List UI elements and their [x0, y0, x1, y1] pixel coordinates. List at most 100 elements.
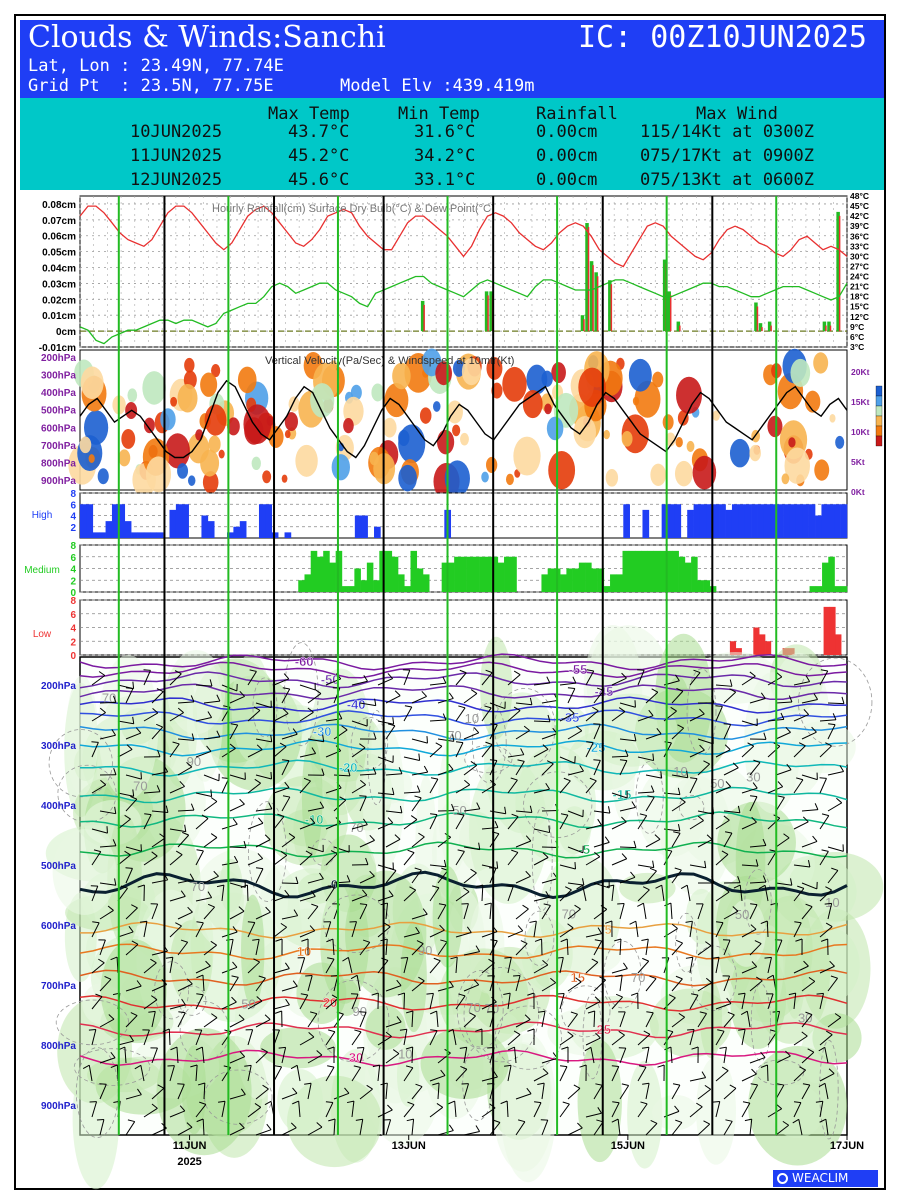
rh-contour [248, 801, 287, 902]
wind-barb [143, 707, 159, 722]
wind-barb-flag [279, 742, 287, 748]
cloud-bar [86, 504, 94, 538]
wind-barb-flag [576, 884, 583, 890]
wind-barb [793, 960, 809, 974]
wind-barb-staff [585, 933, 602, 938]
wind-barb-flag [114, 878, 117, 886]
wind-barb-staff [515, 761, 525, 776]
wind-barb-flag [346, 1100, 355, 1104]
wind-barb-flag [238, 1014, 245, 1020]
cloud-bar [366, 562, 374, 592]
wind-barb [567, 977, 582, 992]
wind-barb-flag [812, 835, 818, 842]
wind-barb [196, 974, 205, 992]
wind-barb-staff [689, 713, 705, 722]
wind-barb-staff [333, 774, 351, 777]
wind-barb-staff [377, 1109, 393, 1118]
wind-barb-staff [585, 710, 599, 722]
wind-barb [559, 1065, 568, 1082]
wind-barb-flag [679, 797, 686, 803]
wind-barb-flag [633, 733, 637, 741]
wind-barb-staff [229, 910, 245, 920]
wind-barb [411, 795, 422, 812]
wind-barb [177, 761, 193, 776]
wind-barb-staff [247, 1065, 252, 1082]
wind-barb [619, 759, 628, 776]
rainfall-bar [489, 291, 493, 332]
wind-barb-staff [143, 1029, 150, 1046]
wind-barb-staff [481, 1076, 498, 1082]
y-tick-label-right: 45°C [850, 201, 869, 211]
wind-barb-flag [450, 956, 458, 960]
wind-barb-flag [110, 1051, 116, 1059]
vertical-velocity-cell [749, 444, 761, 462]
wind-barb-staff [325, 1102, 334, 1118]
wind-barb-flag [704, 860, 707, 868]
wind-barb-staff [689, 820, 704, 830]
wind-barb-staff [195, 792, 212, 797]
wind-barb-staff [403, 819, 418, 830]
wind-barb-staff [463, 1015, 476, 1028]
wind-barb-flag [534, 938, 542, 942]
wind-barb [606, 884, 615, 902]
wind-barb-flag [802, 1083, 810, 1086]
wind-barb [351, 779, 367, 794]
wind-barb-flag [404, 705, 412, 708]
wind-barb-staff [143, 670, 151, 686]
wind-barb-staff [689, 864, 706, 869]
wind-barb-flag [693, 669, 701, 674]
wind-barb [645, 771, 663, 779]
wind-barb-flag [660, 771, 663, 779]
wind-barb [463, 868, 477, 884]
wind-barb-flag [211, 1013, 218, 1019]
wind-barb-flag [213, 870, 219, 877]
wind-barb-staff [281, 915, 298, 920]
wind-barb-flag [139, 920, 148, 923]
wind-barb [723, 1011, 735, 1028]
temperature-contour [79, 969, 848, 987]
wind-barb [611, 993, 623, 1010]
wind-barb [463, 802, 481, 812]
wind-barb-flag [459, 669, 467, 674]
wind-barb-flag [282, 759, 290, 762]
pressure-tick-label: 200hPa [41, 681, 76, 692]
wind-barb [637, 785, 655, 794]
wind-barb [195, 849, 204, 866]
wind-barb-flag [691, 993, 699, 996]
cloud-bar [840, 504, 848, 538]
wind-barb-flag [717, 1029, 725, 1032]
wind-barb [515, 725, 530, 740]
wind-barb-staff [229, 695, 245, 704]
wind-barb-flag [760, 1051, 766, 1058]
wind-barb-flag [520, 748, 525, 755]
wind-barb-staff [567, 981, 582, 992]
temperature-contour-label: -10 [305, 812, 324, 827]
wind-barb-staff [177, 911, 193, 920]
wind-barb-staff [411, 869, 422, 884]
wind-barb-flag [448, 692, 454, 699]
humidity-fill [277, 1069, 323, 1133]
wind-barb [715, 781, 732, 794]
cloud-bar [310, 550, 318, 592]
wind-barb-staff [697, 903, 704, 920]
wind-barb-staff [793, 965, 809, 974]
wind-barb-staff [827, 802, 843, 812]
wind-barb [827, 975, 838, 992]
wind-barb [125, 844, 142, 852]
cloud-bar [201, 515, 209, 538]
wind-barb [461, 903, 469, 920]
wind-barb-flag [239, 1051, 246, 1058]
cloud-bar [783, 504, 790, 538]
vertical-velocity-cell [548, 451, 576, 490]
vertical-velocity-cell [788, 437, 796, 448]
wind-barb-flag [177, 1083, 185, 1085]
wind-barb [91, 826, 108, 834]
wind-barb [567, 904, 581, 920]
wind-barb-staff [221, 885, 225, 902]
wind-barb [611, 853, 628, 866]
vertical-velocity-cell [177, 383, 198, 413]
humidity-fill [438, 948, 529, 1048]
cloud-bar [809, 586, 817, 592]
wind-barb [463, 979, 480, 992]
wind-barb-staff [255, 702, 272, 709]
